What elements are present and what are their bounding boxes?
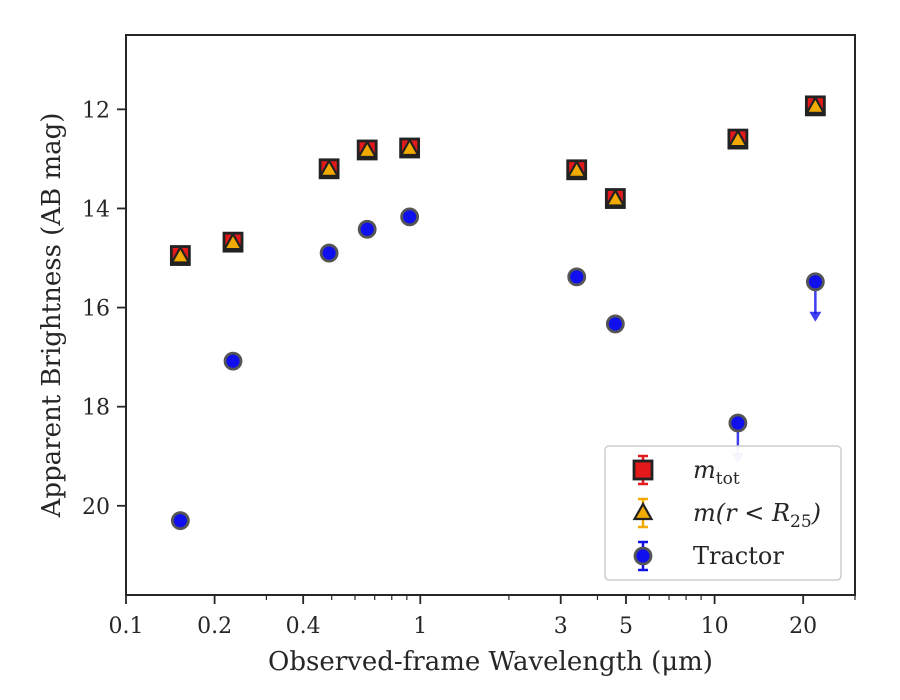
series-1-point-1 [222, 231, 244, 251]
x-tick-label: 10 [701, 614, 729, 639]
legend-label-tail: ) [811, 499, 821, 527]
series-2-point-4 [400, 207, 420, 227]
series-1-point-7 [727, 128, 749, 148]
x-tick-label: 0.1 [109, 614, 144, 639]
legend-label-main: m [693, 456, 716, 484]
axes: 0.1 0.2 0.4 1 3 5 10 20 12 14 16 18 20 Observed-frame… [37, 34, 856, 677]
legend-label-subscript: 25 [790, 512, 812, 532]
series-1-point-4 [399, 137, 421, 157]
series-2-point-1 [223, 351, 243, 371]
legend-label-1: m(r < R25) [693, 499, 821, 532]
x-tick-label: 5 [619, 614, 633, 639]
legend: mtot m(r < R25) Tractor [604, 445, 842, 581]
legend-marker-2 [633, 546, 653, 566]
series-1-point-2 [318, 158, 340, 177]
series-2-point-7 [728, 413, 748, 433]
x-tick-label: 1 [413, 614, 427, 639]
legend-marker-1 [632, 501, 654, 521]
series-2-point-5 [567, 267, 587, 287]
y-axis-label: Apparent Brightness (AB mag) [37, 113, 67, 519]
y-tick-label: 18 [82, 396, 110, 421]
series-2-point-8-limit-arrow-head [809, 311, 822, 322]
legend-label-main: m(r < R [693, 499, 790, 527]
x-axis-label: Observed-frame Wavelength (μm) [268, 647, 713, 677]
series-1-point-3 [356, 139, 378, 159]
y-tick-label: 20 [82, 495, 110, 520]
legend-label-0: mtot [693, 456, 740, 489]
plot-frame [125, 34, 856, 596]
legend-box [604, 445, 842, 581]
series-1-point-8 [804, 95, 826, 114]
series-2-point-6 [605, 314, 625, 334]
legend-label-subscript: tot [716, 469, 740, 489]
x-tick-label: 3 [554, 614, 568, 639]
data-marks [169, 95, 826, 531]
series-2-point-8 [805, 272, 825, 292]
x-tick-label: 0.2 [197, 614, 232, 639]
y-tick-label: 16 [82, 297, 110, 322]
x-tick-label: 20 [789, 614, 817, 639]
series-2-point-2 [319, 243, 339, 263]
legend-marker-0 [632, 459, 654, 481]
legend-label-main: Tractor [693, 542, 784, 570]
series-1-point-5 [566, 159, 588, 178]
y-tick-label: 14 [82, 197, 110, 222]
series-1-point-0 [169, 245, 191, 264]
series-1-point-6 [604, 188, 626, 207]
x-tick-label: 0.4 [286, 614, 321, 639]
legend-label-2: Tractor [693, 542, 784, 570]
series-2-point-3 [357, 219, 377, 239]
y-tick-label: 12 [82, 98, 110, 123]
series-2-point-0 [170, 511, 190, 531]
